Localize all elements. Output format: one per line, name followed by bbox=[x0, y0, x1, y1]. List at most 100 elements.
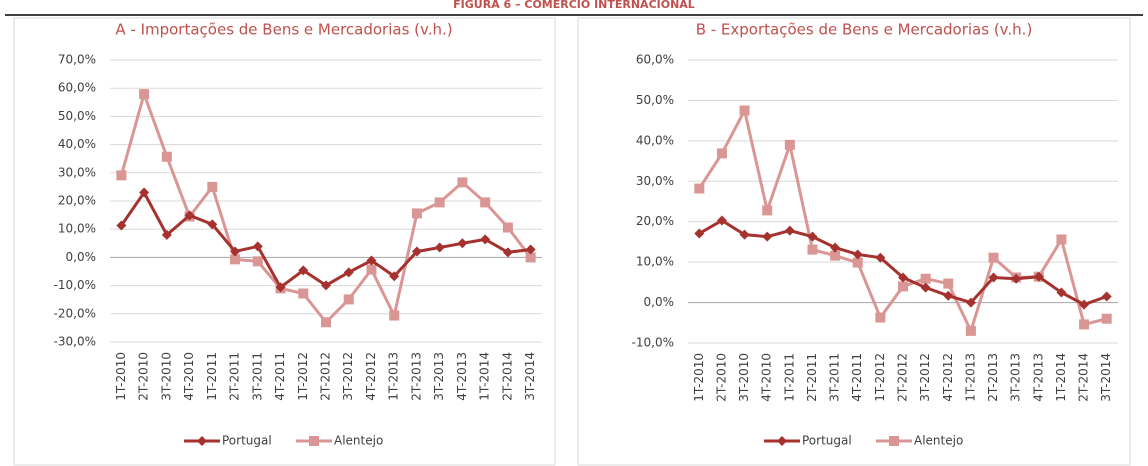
point bbox=[411, 246, 422, 257]
point bbox=[784, 139, 795, 150]
x-tick-label: 3T-2014 bbox=[523, 352, 537, 401]
point bbox=[1079, 319, 1090, 330]
legend-marker bbox=[889, 436, 899, 446]
point bbox=[694, 183, 705, 194]
y-tick-label: 30,0% bbox=[58, 165, 96, 179]
point bbox=[898, 272, 908, 283]
point bbox=[480, 234, 491, 245]
y-tick-label: 70,0% bbox=[58, 53, 96, 67]
x-tick-label: 3T-2011 bbox=[828, 353, 842, 402]
point bbox=[920, 273, 931, 284]
point bbox=[1011, 273, 1022, 284]
y-tick-label: 10,0% bbox=[636, 255, 674, 269]
point bbox=[207, 181, 218, 192]
x-tick-label: 4T-2010 bbox=[760, 353, 774, 402]
x-tick-label: 1T-2014 bbox=[1054, 353, 1068, 402]
point bbox=[1101, 313, 1112, 324]
y-tick-label: -10,0% bbox=[632, 336, 674, 350]
point bbox=[434, 242, 445, 253]
x-tick-label: 2T-2010 bbox=[714, 353, 728, 402]
point bbox=[411, 208, 422, 219]
point bbox=[762, 205, 773, 216]
point bbox=[1079, 299, 1090, 310]
point bbox=[252, 256, 263, 267]
point bbox=[389, 271, 400, 282]
x-tick-label: 2T-2012 bbox=[896, 353, 910, 402]
point bbox=[343, 267, 354, 278]
y-tick-label: 50,0% bbox=[58, 109, 96, 123]
point bbox=[1101, 291, 1112, 302]
x-tick-label: 2T-2014 bbox=[1077, 353, 1091, 402]
x-tick-label: 1T-2010 bbox=[114, 352, 128, 401]
y-tick-label: 40,0% bbox=[636, 133, 674, 147]
point bbox=[694, 228, 705, 239]
point bbox=[298, 265, 309, 276]
x-tick-label: 3T-2012 bbox=[918, 353, 932, 402]
legend-marker bbox=[197, 436, 207, 446]
y-tick-label: 60,0% bbox=[636, 53, 674, 67]
point bbox=[434, 197, 445, 208]
y-tick-label: -30,0% bbox=[54, 335, 96, 349]
point bbox=[852, 257, 863, 268]
x-tick-label: 2T-2011 bbox=[805, 353, 819, 402]
y-tick-label: 0,0% bbox=[66, 250, 97, 264]
point bbox=[965, 297, 976, 308]
point bbox=[875, 252, 886, 263]
point bbox=[525, 252, 536, 263]
y-tick-label: 10,0% bbox=[58, 222, 96, 236]
legend-marker bbox=[309, 436, 319, 446]
point bbox=[502, 222, 513, 233]
x-tick-label: 1T-2010 bbox=[692, 353, 706, 402]
x-tick-label: 4T-2011 bbox=[273, 352, 287, 401]
point bbox=[161, 229, 172, 240]
point bbox=[457, 177, 468, 188]
y-tick-label: 0,0% bbox=[644, 295, 675, 309]
x-tick-label: 4T-2013 bbox=[455, 352, 469, 401]
point bbox=[739, 229, 750, 240]
x-tick-label: 4T-2013 bbox=[1031, 353, 1045, 402]
x-tick-label: 4T-2010 bbox=[182, 352, 196, 401]
x-tick-label: 1T-2012 bbox=[296, 352, 310, 401]
point bbox=[184, 210, 195, 221]
legend-label: Alentejo bbox=[914, 434, 963, 448]
x-tick-label: 2T-2013 bbox=[986, 353, 1000, 402]
point bbox=[457, 238, 468, 249]
x-tick-label: 4T-2012 bbox=[364, 352, 378, 401]
point bbox=[988, 272, 999, 283]
point bbox=[988, 252, 999, 263]
series-line bbox=[698, 106, 1108, 335]
point bbox=[139, 89, 150, 100]
point bbox=[230, 254, 241, 265]
point bbox=[321, 317, 331, 328]
point bbox=[389, 310, 400, 321]
point bbox=[807, 231, 818, 242]
x-tick-label: 2T-2011 bbox=[228, 352, 242, 401]
panel-b bbox=[577, 17, 1131, 466]
x-tick-label: 1T-2014 bbox=[478, 352, 492, 401]
point bbox=[116, 220, 127, 231]
point bbox=[739, 105, 750, 116]
x-tick-label: 2T-2010 bbox=[137, 352, 151, 401]
x-tick-label: 3T-2011 bbox=[250, 352, 264, 401]
point bbox=[943, 278, 954, 289]
point bbox=[875, 312, 886, 323]
x-tick-label: 1T-2011 bbox=[782, 353, 796, 402]
x-tick-label: 1T-2012 bbox=[873, 353, 887, 402]
x-tick-label: 3T-2014 bbox=[1099, 353, 1113, 402]
y-tick-label: 20,0% bbox=[636, 214, 674, 228]
point bbox=[298, 288, 309, 299]
y-tick-label: -10,0% bbox=[54, 278, 96, 292]
series-line bbox=[120, 189, 531, 290]
point bbox=[275, 282, 286, 293]
point bbox=[480, 197, 491, 208]
point bbox=[1033, 271, 1044, 282]
x-tick-label: 4T-2012 bbox=[941, 353, 955, 402]
point bbox=[830, 242, 841, 253]
point bbox=[321, 280, 331, 291]
point bbox=[852, 249, 863, 260]
point bbox=[207, 219, 218, 230]
point bbox=[116, 170, 127, 181]
point bbox=[920, 282, 931, 293]
x-tick-label: 2T-2014 bbox=[500, 352, 514, 401]
